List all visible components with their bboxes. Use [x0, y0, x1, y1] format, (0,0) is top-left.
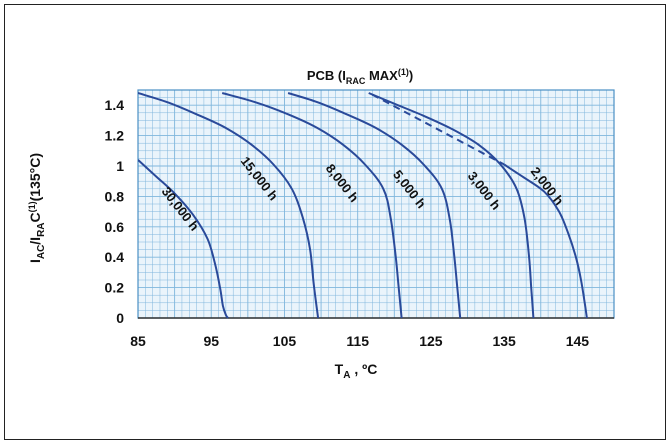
series-lines: [138, 92, 588, 319]
y-tick-label: 0.8: [105, 188, 125, 204]
y-axis-label: IAC/IRAC(1)(135°C): [27, 153, 47, 263]
x-tick-label: 125: [419, 333, 443, 349]
chart-title: PCB (IRAC MAX(1)): [307, 67, 413, 86]
series-line-1: [138, 92, 320, 319]
x-axis-label: TA , ºC: [335, 361, 378, 381]
grid: [137, 89, 615, 319]
x-tick-label: 115: [346, 333, 369, 349]
max-limit-dashed-line: [371, 93, 505, 166]
x-tick-label: 135: [492, 333, 516, 349]
y-tick-label: 0: [116, 310, 124, 326]
x-tick-label: 85: [130, 333, 146, 349]
y-tick-label: 1.4: [105, 97, 125, 113]
y-tick-label: 1: [116, 158, 124, 174]
x-tick-label: 145: [566, 333, 590, 349]
x-tick-labels: 85 95 105 115 125 135 145: [130, 333, 589, 349]
series-line-3: [287, 92, 462, 319]
y-tick-label: 0.4: [105, 249, 125, 265]
series-line-4: [368, 92, 535, 319]
y-tick-label: 1.2: [105, 128, 125, 144]
series-line-0: [138, 159, 229, 319]
series-line-2: [221, 92, 403, 319]
x-tick-label: 95: [203, 333, 219, 349]
x-tick-label: 105: [273, 333, 297, 349]
y-tick-label: 0.6: [105, 219, 125, 235]
series-line-5: [503, 163, 588, 319]
y-tick-label: 0.2: [105, 280, 125, 296]
y-tick-labels: 0 0.2 0.4 0.6 0.8 1 1.2 1.4: [105, 97, 125, 326]
